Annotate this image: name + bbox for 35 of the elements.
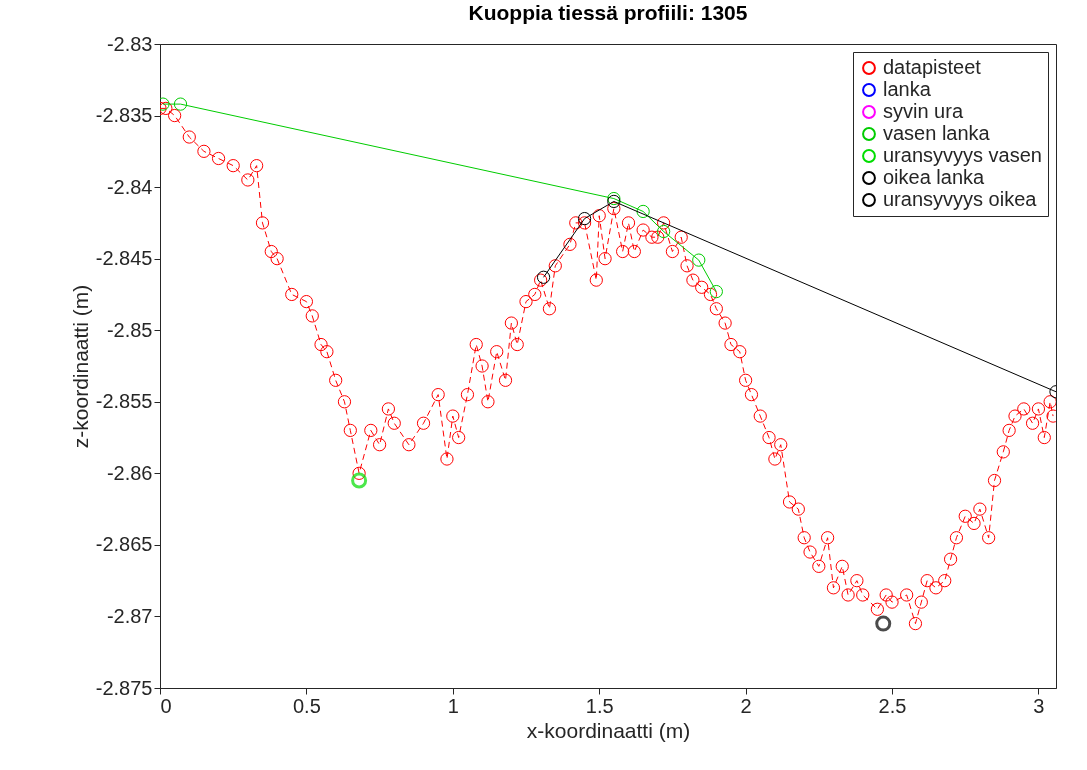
- point: [636, 204, 650, 219]
- y-tick-label: -2.84: [106, 175, 153, 198]
- point: [875, 615, 892, 632]
- x-tick-label: 1.5: [585, 694, 614, 717]
- legend-label: lanka: [883, 78, 932, 100]
- legend-label: uransyvyys oikea: [883, 188, 1038, 210]
- chart-title: Kuoppia tiessä profiili: 1305: [468, 1, 748, 24]
- y-tick-label: -2.86: [106, 461, 153, 484]
- x-tick-label: 0.5: [293, 694, 321, 717]
- x-tick-label: 3: [1033, 694, 1045, 717]
- x-tick-label: 2.5: [878, 694, 907, 717]
- x-tick-label: 2: [740, 694, 752, 717]
- y-tick-label: -2.85: [106, 318, 153, 341]
- y-tick-label: -2.83: [106, 32, 153, 55]
- x-tick-label: 1: [447, 694, 459, 717]
- point: [709, 284, 723, 299]
- point: [351, 472, 368, 489]
- legend-label: syvin ura: [883, 100, 964, 122]
- y-tick-label: -2.845: [95, 247, 153, 270]
- x-axis-title: x-koordinaatti (m): [526, 718, 691, 742]
- legend-label: vasen lanka: [883, 122, 991, 144]
- y-tick-label: -2.855: [95, 390, 153, 413]
- legend-label: uransyvyys vasen: [883, 144, 1042, 166]
- point: [577, 211, 592, 226]
- point: [657, 224, 671, 239]
- y-axis-title: z-koordinaatti (m): [68, 284, 92, 449]
- x-tick-label: 0: [160, 694, 172, 717]
- point: [173, 97, 188, 111]
- y-tick-label: -2.835: [95, 104, 153, 127]
- legend-label: oikea lanka: [883, 166, 986, 188]
- y-tick-label: -2.865: [95, 533, 153, 556]
- legend-label: datapisteet: [883, 56, 982, 78]
- point: [692, 253, 706, 267]
- y-tick-label: -2.875: [95, 676, 153, 699]
- y-tick-label: -2.87: [106, 604, 153, 627]
